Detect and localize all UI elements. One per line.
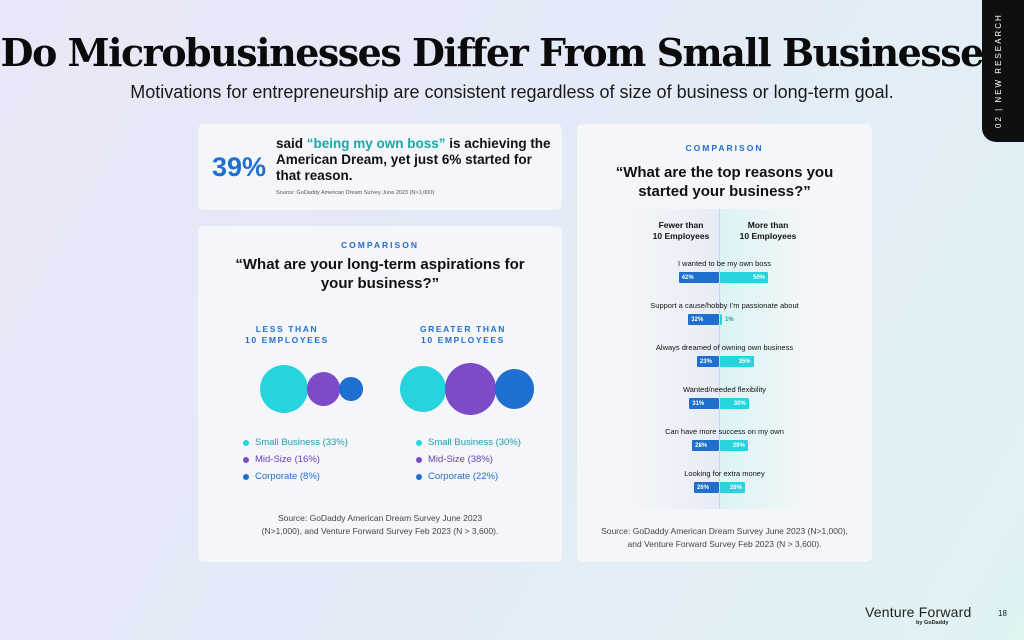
- reason-label: I wanted to be my own boss: [678, 259, 771, 268]
- reasons-source: Source: GoDaddy American Dream Survey Ju…: [577, 525, 872, 551]
- reason-label: Support a cause/hobby I’m passionate abo…: [650, 301, 799, 310]
- legend-label: Corporate (22%): [428, 471, 499, 482]
- stat-card: 39% said “being my own boss” is achievin…: [198, 124, 562, 210]
- group-head-less-line2: 10 EMPLOYEES: [245, 335, 329, 345]
- stat-source: Source: GoDaddy American Dream Survey Ju…: [276, 190, 435, 196]
- reason-label: Wanted/needed flexibility: [682, 385, 767, 394]
- small-business-bubble: [260, 365, 308, 413]
- reasons-question: “What are the top reasons you started yo…: [615, 164, 834, 200]
- bar-fewer-than-10: 42%: [678, 272, 719, 283]
- right-group-head: More than 10 Employees: [726, 220, 810, 242]
- legend-item: Corporate (8%): [243, 468, 348, 485]
- group-head-greater-line1: GREATER THAN: [419, 324, 507, 334]
- aspirations-source-line1: Source: GoDaddy American Dream Survey Ju…: [277, 513, 483, 523]
- legend-less: Small Business (33%) Mid-Size (16%) Corp…: [243, 434, 348, 485]
- aspirations-source-line2: (N>1,000), and Venture Forward Survey Fe…: [261, 526, 499, 536]
- bar-more-than-10: 26%: [720, 482, 745, 493]
- bar-value-label: 1%: [725, 316, 734, 323]
- page-title: Do Microbusinesses Differ From Small Bus…: [0, 30, 1024, 75]
- legend-greater: Small Business (30%) Mid-Size (38%) Corp…: [416, 434, 521, 485]
- group-head-greater: GREATER THAN 10 EMPLOYEES: [398, 324, 528, 346]
- left-group-head: Fewer than 10 Employees: [639, 220, 723, 242]
- stat-highlight: “being my own boss”: [306, 136, 446, 151]
- bar-fewer-than-10: 26%: [694, 482, 719, 493]
- page-subtitle: Motivations for entrepreneurship are con…: [130, 82, 894, 102]
- stat-text-after: is achieving the American Dream, yet jus…: [276, 136, 551, 183]
- corporate-bubble: [495, 369, 535, 409]
- mid-size-bubble: [444, 363, 497, 415]
- aspirations-question: “What are your long-term aspirations for…: [235, 256, 525, 292]
- legend-label: Corporate (8%): [255, 471, 320, 482]
- mid-size-dot: [416, 456, 422, 463]
- reasons-eyebrow: COMPARISON: [685, 143, 764, 153]
- group-head-greater-line2: 10 EMPLOYEES: [421, 335, 505, 345]
- bar-more-than-10: 35%: [720, 356, 754, 367]
- small-business-dot: [243, 439, 249, 446]
- reason-label: Looking for extra money: [684, 469, 765, 478]
- reasons-card: COMPARISON “What are the top reasons you…: [577, 124, 872, 562]
- reason-label: Can have more success on my own: [665, 427, 784, 436]
- bar-more-than-10: 50%: [720, 272, 768, 283]
- bar-more-than-10: 30%: [720, 398, 749, 409]
- left-group-head-line2: 10 Employees: [652, 231, 710, 241]
- column-divider: [719, 209, 720, 509]
- stat-percent: 39%: [212, 152, 267, 182]
- stat-text-before: said: [276, 136, 307, 151]
- corporate-dot: [243, 473, 249, 480]
- group-head-less-line1: LESS THAN: [255, 324, 319, 334]
- legend-item: Corporate (22%): [416, 468, 521, 485]
- aspirations-eyebrow: COMPARISON: [341, 240, 419, 250]
- section-tab-label: 02 | NEW RESEARCH: [994, 13, 1003, 128]
- group-head-less: LESS THAN 10 EMPLOYEES: [222, 324, 352, 346]
- page-number: 18: [998, 609, 1007, 618]
- legend-item: Mid-Size (38%): [416, 451, 521, 468]
- legend-label: Small Business (30%): [428, 437, 521, 448]
- bar-fewer-than-10: 31%: [689, 398, 719, 409]
- corporate-bubble: [339, 377, 364, 401]
- bar-fewer-than-10: 23%: [696, 356, 719, 367]
- aspirations-source: Source: GoDaddy American Dream Survey Ju…: [198, 512, 562, 538]
- bar-fewer-than-10: 32%: [688, 314, 719, 325]
- small-business-dot: [416, 439, 422, 446]
- legend-label: Mid-Size (16%): [255, 454, 320, 465]
- small-business-bubble: [400, 366, 446, 412]
- reason-label: Always dreamed of owning own business: [655, 343, 794, 352]
- right-group-head-line1: More than: [747, 220, 789, 230]
- legend-item: Small Business (33%): [243, 434, 348, 451]
- mid-size-dot: [243, 456, 249, 463]
- aspirations-card: COMPARISON “What are your long-term aspi…: [198, 226, 562, 562]
- bar-fewer-than-10: 28%: [692, 440, 719, 451]
- legend-label: Small Business (33%): [255, 437, 348, 448]
- mid-size-bubble: [307, 372, 341, 406]
- legend-item: Mid-Size (16%): [243, 451, 348, 468]
- left-group-head-line1: Fewer than: [658, 220, 704, 230]
- brand-sub: by GoDaddy: [916, 620, 949, 626]
- bar-more-than-10: 1%: [720, 314, 734, 325]
- section-tab: 02 | NEW RESEARCH: [982, 0, 1024, 142]
- reasons-source-line2: and Venture Forward Survey Feb 2023 (N >…: [627, 539, 822, 549]
- corporate-dot: [416, 473, 422, 480]
- right-group-head-line2: 10 Employees: [739, 231, 797, 241]
- reasons-source-line1: Source: GoDaddy American Dream Survey Ju…: [601, 526, 848, 536]
- legend-item: Small Business (30%): [416, 434, 521, 451]
- brand-logo: Venture Forward: [865, 604, 972, 620]
- stat-text: said “being my own boss” is achieving th…: [276, 136, 558, 184]
- legend-label: Mid-Size (38%): [428, 454, 493, 465]
- bar-more-than-10: 29%: [720, 440, 748, 451]
